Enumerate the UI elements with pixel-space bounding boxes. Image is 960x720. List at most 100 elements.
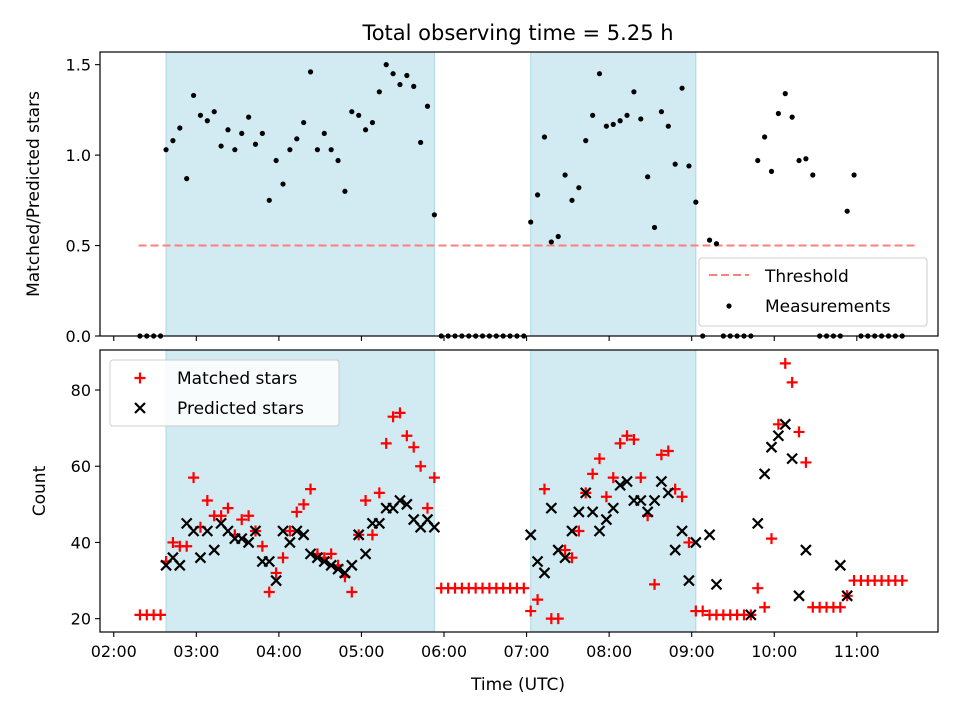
matched-star-point — [552, 613, 564, 625]
count-panel-x-axis: 02:00 03:00 04:00 05:00 06:00 07:00 08:00 09:00… — [91, 632, 880, 661]
predicted-star-point — [614, 479, 626, 492]
predicted-star-point — [297, 529, 310, 541]
ratio-panel: 0.0 0.5 1.0 1.5 Matched/Predicted stars Thr… — [24, 51, 939, 346]
predicted-star-point — [559, 551, 571, 564]
predicted-star-point — [311, 551, 324, 564]
matched-star-point — [181, 540, 193, 552]
ratio-panel-shaded-intervals — [165, 51, 697, 337]
matched-star-point — [236, 514, 248, 526]
matched-star-point — [155, 609, 167, 621]
measurement-point — [397, 81, 403, 88]
measurement-point — [383, 62, 389, 68]
predicted-star-point — [242, 536, 255, 549]
matched-star-point — [538, 483, 550, 495]
legend-matched-swatch — [134, 372, 146, 384]
matched-star-point — [614, 437, 626, 449]
x-tick-label: 10:00 — [751, 642, 797, 661]
measurement-point — [390, 71, 396, 77]
chart-title: Total observing time = 5.25 h — [361, 21, 673, 45]
ratio-panel-y-label: Matched/Predicted stars — [24, 91, 44, 297]
measurement-point — [803, 156, 809, 162]
predicted-star-point — [373, 517, 386, 530]
matched-star-point — [421, 502, 433, 514]
measurement-point — [266, 197, 272, 203]
matched-star-point — [366, 529, 378, 541]
predicted-star-point — [800, 544, 812, 556]
predicted-star-point — [346, 559, 358, 572]
predicted-star-point — [332, 563, 344, 575]
measurement-point — [624, 112, 630, 118]
matched-star-point — [607, 472, 619, 484]
x-tick-label: 04:00 — [256, 642, 302, 661]
measurement-point — [170, 138, 176, 144]
ratio-y-tick-label: 0.5 — [66, 237, 91, 256]
matched-star-point — [256, 540, 268, 552]
measurement-point — [851, 172, 857, 178]
measurement-point — [651, 224, 658, 231]
measurement-point — [404, 72, 410, 79]
predicted-star-point — [793, 590, 805, 602]
matched-star-point — [401, 430, 413, 442]
measurement-point — [534, 192, 541, 198]
measurement-point — [768, 168, 775, 174]
measurement-point — [775, 110, 781, 117]
measurement-point — [548, 239, 554, 245]
measurements-series — [137, 62, 905, 339]
x-tick-label: 08:00 — [586, 642, 632, 661]
measurement-point — [197, 112, 204, 118]
measurement-point — [576, 185, 582, 191]
ratio-y-tick-label: 1.5 — [66, 56, 91, 75]
predicted-star-point — [669, 544, 681, 556]
measurement-point — [562, 172, 568, 178]
measurement-point — [713, 241, 720, 247]
matched-star-point — [800, 456, 812, 468]
ratio-legend-box — [698, 257, 928, 327]
measurement-point — [679, 85, 685, 91]
measurement-point — [376, 89, 382, 95]
measurement-point — [424, 103, 431, 109]
measurement-point — [184, 176, 190, 182]
predicted-star-point — [751, 517, 764, 530]
measurement-point — [782, 91, 788, 97]
count-y-tick-label: 60 — [71, 457, 91, 476]
measurement-point — [418, 139, 424, 146]
count-y-tick-label: 80 — [71, 381, 91, 400]
predicted-star-point — [304, 548, 317, 560]
matched-star-point — [573, 525, 585, 537]
matched-star-point — [834, 601, 846, 613]
measurement-point — [610, 121, 616, 127]
matched-star-point — [766, 533, 778, 545]
matched-star-point — [683, 536, 695, 548]
count-y-tick-label: 40 — [71, 533, 91, 552]
predicted-star-point — [566, 525, 578, 537]
measurement-point — [328, 147, 334, 153]
matched-star-point — [628, 434, 640, 446]
observing-window-shade — [530, 51, 697, 337]
predicted-star-point — [772, 429, 785, 442]
x-tick-label: 11:00 — [834, 642, 880, 661]
predicted-star-point — [834, 559, 847, 572]
measurement-point — [204, 118, 210, 124]
measurement-point — [583, 138, 589, 144]
predicted-star-point — [655, 475, 668, 488]
measurement-point — [294, 136, 300, 142]
ratio-y-tick-label: 0.0 — [66, 327, 91, 346]
ratio-y-tick-label: 1.0 — [66, 146, 91, 165]
measurement-point — [287, 147, 293, 153]
matched-star-point — [525, 605, 537, 617]
predicted-star-point — [690, 536, 702, 549]
measurement-point — [280, 181, 286, 187]
matched-star-point — [593, 453, 605, 465]
predicted-star-point — [201, 525, 214, 537]
measurement-point — [321, 130, 327, 137]
count-panel-y-axis: 20 40 60 80 — [71, 381, 100, 629]
legend-measurements-label: Measurements — [765, 297, 891, 317]
matched-star-point — [167, 536, 179, 548]
predicted-star-point — [249, 525, 262, 537]
matched-star-point — [387, 411, 399, 423]
measurement-point — [342, 188, 348, 194]
legend-predicted-label: Predicted stars — [177, 399, 304, 419]
legend-matched-label: Matched stars — [177, 369, 297, 389]
measurement-point — [431, 212, 437, 218]
matched-star-point — [786, 376, 798, 388]
